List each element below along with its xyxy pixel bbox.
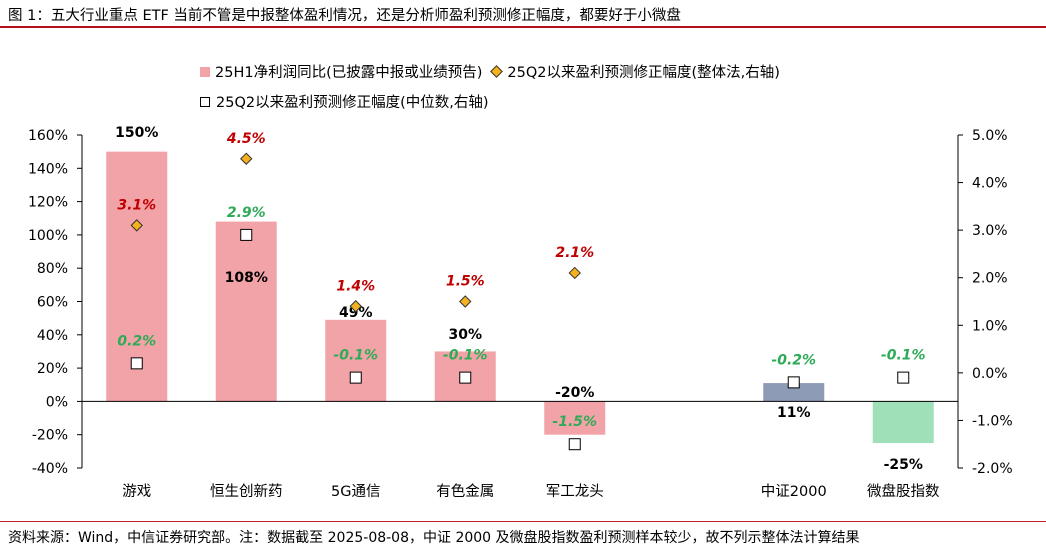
right-axis-tick-label: 5.0% — [972, 128, 1008, 144]
left-axis-tick-label: 80% — [37, 261, 68, 277]
legend-label-bar: 25H1净利润同比(已披露中报或业绩预告) — [215, 65, 483, 81]
legend-swatch-bar — [200, 66, 210, 77]
right-axis-tick-label: 2.0% — [972, 271, 1008, 287]
left-axis-tick-label: 140% — [28, 161, 68, 177]
right-axis-tick-label: 3.0% — [972, 223, 1008, 239]
bar — [325, 319, 387, 402]
left-axis-tick-label: 20% — [37, 361, 68, 377]
square-marker — [787, 376, 800, 389]
bar — [763, 383, 825, 402]
bar-value-label: -20% — [555, 385, 594, 401]
diamond-value-label: 1.5% — [446, 274, 485, 290]
x-axis-category-label: 游戏 — [122, 483, 151, 500]
right-axis-tick-label: -1.0% — [972, 413, 1013, 429]
bar — [872, 401, 934, 444]
left-axis-tick-label: 60% — [37, 295, 68, 311]
legend-item-square: 25Q2以来盈利预测修正幅度(中位数,右轴) — [200, 91, 489, 112]
square-value-label: -0.1% — [881, 348, 926, 364]
legend-label-square: 25Q2以来盈利预测修正幅度(中位数,右轴) — [216, 95, 489, 111]
bar-value-label: -25% — [884, 457, 923, 473]
left-axis-tick-label: 120% — [28, 195, 68, 211]
diamond-value-label: 2.1% — [555, 245, 594, 261]
bar-value-label: 30% — [448, 327, 482, 343]
diamond-value-label: 3.1% — [117, 197, 156, 213]
square-value-label: -1.5% — [552, 414, 597, 430]
x-axis-category-label: 微盘股指数 — [867, 482, 940, 500]
square-value-label: 2.9% — [227, 205, 266, 221]
square-marker — [349, 371, 362, 384]
diamond-marker — [130, 219, 143, 232]
legend-row-1: 25H1净利润同比(已披露中报或业绩预告) 25Q2以来盈利预测修正幅度(整体法… — [200, 61, 788, 82]
figure-title: 图 1：五大行业重点 ETF 当前不管是中报整体盈利情况，还是分析师盈利预测修正… — [8, 8, 681, 24]
left-axis-tick-label: 160% — [28, 128, 68, 144]
diamond-marker — [240, 152, 253, 165]
x-axis-category-label: 有色金属 — [436, 483, 494, 500]
bar — [544, 401, 606, 435]
legend-swatch-square — [200, 96, 210, 107]
x-axis-category-label: 中证2000 — [761, 483, 827, 500]
legend-row-2: 25Q2以来盈利预测修正幅度(中位数,右轴) — [200, 91, 497, 112]
title-rule — [0, 26, 1046, 28]
legend-item-diamond: 25Q2以来盈利预测修正幅度(整体法,右轴) — [490, 61, 780, 82]
x-axis-category-label: 军工龙头 — [546, 483, 604, 500]
source-note: 资料来源：Wind，中信证券研究部。注：数据截至 2025-08-08，中证 2… — [8, 530, 860, 546]
x-axis-category-label: 5G通信 — [331, 483, 380, 500]
square-marker — [568, 438, 581, 451]
diamond-value-label: 1.4% — [336, 278, 375, 294]
square-marker — [897, 371, 910, 384]
left-axis-tick-label: 100% — [28, 228, 68, 244]
legend-label-diamond: 25Q2以来盈利预测修正幅度(整体法,右轴) — [507, 65, 780, 81]
footer-rule — [0, 521, 1046, 522]
right-axis-tick-label: 4.0% — [972, 176, 1008, 192]
square-marker — [130, 357, 143, 370]
legend-item-bar: 25H1净利润同比(已披露中报或业绩预告) — [200, 61, 482, 82]
left-axis-tick-label: 40% — [37, 328, 68, 344]
right-axis-tick-label: 0.0% — [972, 366, 1008, 382]
square-value-label: -0.1% — [333, 348, 378, 364]
square-marker — [459, 371, 472, 384]
x-axis-category-label: 恒生创新药 — [210, 483, 283, 500]
bar-value-label: 49% — [339, 305, 373, 321]
diamond-marker — [568, 266, 581, 280]
square-value-label: -0.1% — [443, 348, 488, 364]
diamond-value-label: 4.5% — [226, 131, 266, 147]
square-value-label: 0.2% — [117, 333, 156, 349]
bar — [215, 221, 277, 402]
left-axis-tick-label: -40% — [32, 461, 68, 477]
chart: -40% -20% 0% 20% 40% 60% 80% 100% 120% 140% 160% -2… — [28, 125, 1013, 500]
diamond-marker — [349, 300, 362, 313]
right-axis-tick-label: -2.0% — [972, 461, 1013, 477]
diamond-marker — [459, 295, 472, 308]
square-marker — [240, 228, 253, 241]
square-value-label: -0.2% — [771, 352, 816, 368]
bar-value-label: 108% — [225, 270, 268, 286]
bar-value-label: 11% — [777, 405, 811, 421]
left-axis-tick-label: -20% — [32, 428, 68, 444]
right-axis-tick-label: 1.0% — [972, 318, 1008, 334]
bar-value-label: 150% — [115, 125, 158, 141]
left-axis-tick-label: 0% — [46, 394, 68, 410]
